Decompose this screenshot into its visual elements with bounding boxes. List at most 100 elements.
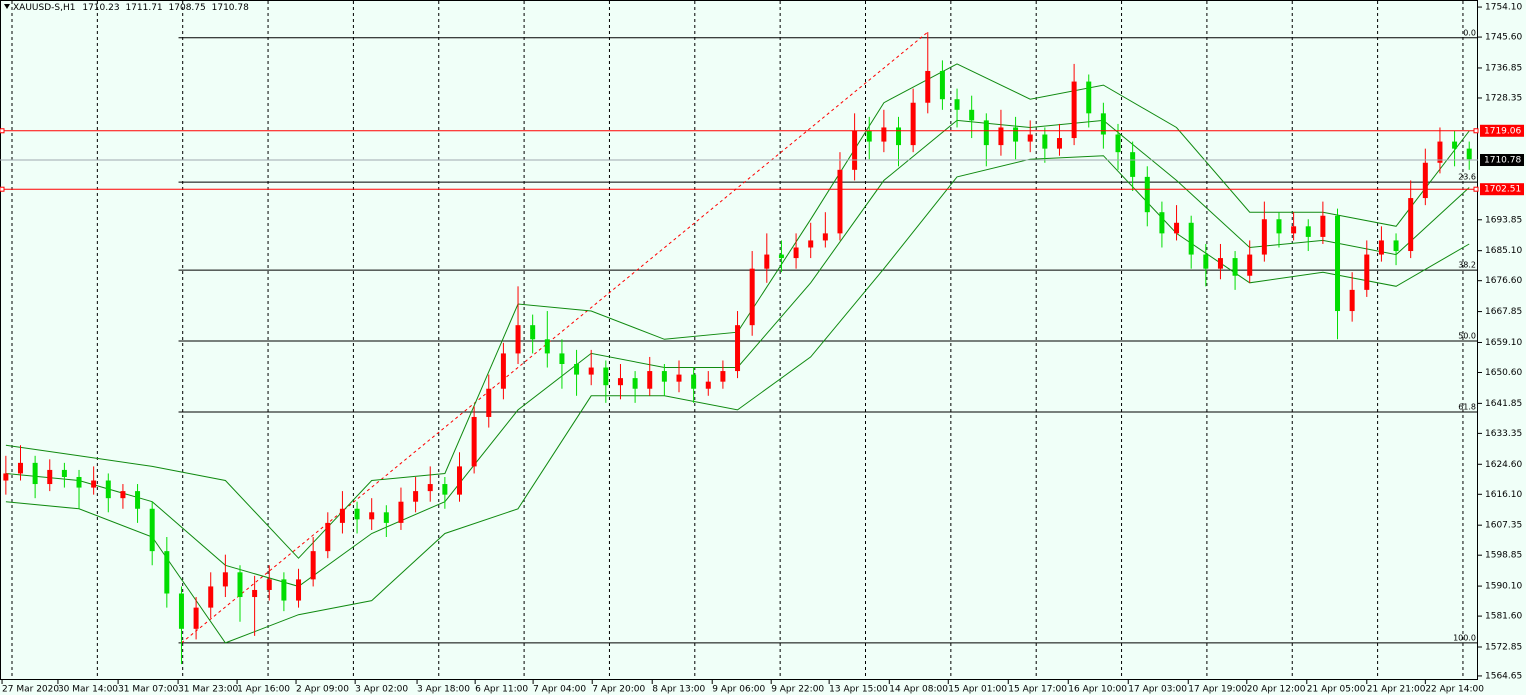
quote-close: 1710.78 (212, 3, 249, 13)
y-tick-label: 1693.85 (1485, 215, 1522, 225)
candle-body (1115, 134, 1121, 153)
x-tick-label: 15 Apr 01:00 (948, 685, 1007, 695)
candle-body (603, 367, 609, 386)
candle-body (1056, 138, 1062, 149)
y-tick-label: 1667.85 (1485, 307, 1522, 317)
candle-body (339, 508, 345, 523)
candle-body (1027, 134, 1033, 142)
price-label: 1710.78 (1484, 156, 1521, 166)
plot-frame (0, 0, 1478, 680)
candle-body (808, 240, 814, 248)
y-tick-label: 1641.85 (1485, 399, 1522, 409)
y-tick-label: 1728.35 (1485, 93, 1522, 103)
candle-body (1408, 198, 1414, 252)
candle-body (149, 508, 155, 552)
price-line-handle (1473, 186, 1479, 192)
candle-body (910, 102, 916, 146)
candle-body (691, 374, 697, 389)
candle-body (1100, 113, 1106, 135)
y-tick-label: 1564.65 (1485, 671, 1522, 681)
fib-label: 100.0 (1453, 633, 1476, 642)
candle-body (1188, 222, 1194, 255)
candle-body (281, 579, 287, 601)
y-tick-label: 1624.60 (1485, 460, 1522, 470)
candle-body (252, 589, 258, 598)
candle-body (998, 127, 1004, 146)
candle-body (383, 512, 389, 523)
y-tick-label: 1616.10 (1485, 490, 1522, 500)
fib-label: 50.0 (1458, 332, 1476, 341)
x-tick-label: 22 Apr 14:00 (1425, 685, 1484, 695)
candle-body (500, 353, 506, 389)
candle-body (1305, 226, 1311, 237)
candle-body (1042, 134, 1048, 149)
quote-low: 1708.75 (169, 3, 206, 13)
x-tick-label: 8 Apr 13:00 (652, 685, 705, 695)
x-tick-label: 3 Apr 18:00 (417, 685, 470, 695)
candle-body (1261, 219, 1267, 255)
candle-body (456, 466, 462, 495)
candle-body (296, 579, 302, 601)
symbol-header: XAUUSD-S,H1 1710.23 1711.71 1708.75 1710… (13, 3, 249, 13)
x-tick-label: 7 Apr 20:00 (592, 685, 645, 695)
y-tick-label: 1745.60 (1485, 33, 1522, 43)
candle-body (17, 462, 23, 474)
x-tick-label: 16 Apr 10:00 (1068, 685, 1127, 695)
candle-body (369, 512, 375, 520)
candle-body (939, 70, 945, 100)
candle-body (1130, 152, 1136, 177)
x-tick-label: 30 Mar 14:00 (58, 685, 118, 695)
candle-body (1320, 215, 1326, 237)
x-tick-label: 21 Apr 21:00 (1367, 685, 1426, 695)
candle-body (1378, 240, 1384, 255)
candle-body (1247, 254, 1253, 276)
candle-body (647, 371, 653, 389)
candle-body (1393, 240, 1399, 252)
candle-body (705, 381, 711, 389)
day-separators (11, 1, 1464, 680)
x-tick-label: 27 Mar 2020 (2, 685, 59, 695)
candle-body (208, 586, 214, 608)
candle-body (778, 254, 784, 259)
fib-label: 23.6 (1458, 173, 1476, 182)
candle-body (442, 484, 448, 495)
candle-body (1086, 81, 1092, 114)
price-label: 1702.51 (1484, 185, 1521, 195)
candle-body (237, 572, 243, 598)
y-tick-label: 1736.85 (1485, 63, 1522, 73)
x-tick-label: 31 Mar 23:00 (178, 685, 238, 695)
trend-line (181, 31, 929, 644)
candle-body (617, 378, 623, 386)
symbol: XAUUSD-S,H1 (13, 3, 75, 13)
price-label-box (1480, 154, 1524, 167)
x-tick-label: 13 Apr 15:00 (829, 685, 888, 695)
fib-label: 61.8 (1458, 403, 1476, 412)
candle-body (120, 491, 126, 499)
candle-body (515, 325, 521, 354)
candle-body (1071, 81, 1077, 139)
candle-body (486, 388, 492, 417)
candle-body (969, 109, 975, 121)
x-tick-label: 20 Apr 12:00 (1247, 685, 1306, 695)
candle-body (178, 593, 184, 629)
candle-body (427, 484, 433, 492)
candle-body (881, 127, 887, 142)
y-tick-label: 1598.85 (1485, 551, 1522, 561)
candle-body (1276, 219, 1282, 234)
candle-body (896, 127, 902, 146)
candle-body (1291, 226, 1297, 234)
candle-body (632, 378, 638, 389)
fib-label: 0.0 (1463, 28, 1476, 37)
candle-body (1466, 148, 1472, 160)
candle-body (471, 416, 477, 467)
x-tick-label: 17 Apr 19:00 (1188, 685, 1247, 695)
candle-body (32, 462, 38, 485)
candle-body (266, 579, 272, 590)
candle-body (1452, 141, 1458, 149)
candle-body (222, 572, 228, 587)
candle-body (1013, 127, 1019, 142)
candle-body (164, 551, 170, 594)
candle-body (852, 130, 858, 170)
